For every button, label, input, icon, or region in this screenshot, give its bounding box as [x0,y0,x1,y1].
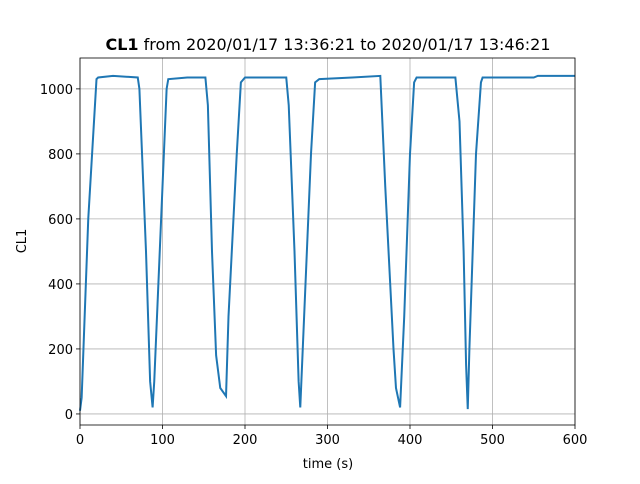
y-axis-label: CL1 [15,229,30,254]
x-tick-label: 400 [398,433,423,448]
y-tick-label: 800 [48,148,73,163]
chart-title: CL1 from 2020/01/17 13:36:21 to 2020/01/… [105,35,550,54]
x-tick-label: 0 [76,433,84,448]
x-tick-label: 500 [480,433,505,448]
data-line [79,74,575,411]
y-tick-label: 1000 [40,83,73,98]
x-tick-label: 100 [150,433,175,448]
x-tick-label: 300 [315,433,340,448]
y-tick-label: 200 [48,343,73,358]
x-tick-label: 600 [563,433,588,448]
y-tick-label: 0 [65,408,73,423]
y-tick-label: 600 [48,213,73,228]
title-rest: from 2020/01/17 13:36:21 to 2020/01/17 1… [139,35,551,54]
x-axis-label: time (s) [303,457,353,472]
plot-frame [79,57,576,426]
x-tick-label: 200 [233,433,258,448]
title-bold: CL1 [105,35,138,54]
y-tick-label: 400 [48,278,73,293]
